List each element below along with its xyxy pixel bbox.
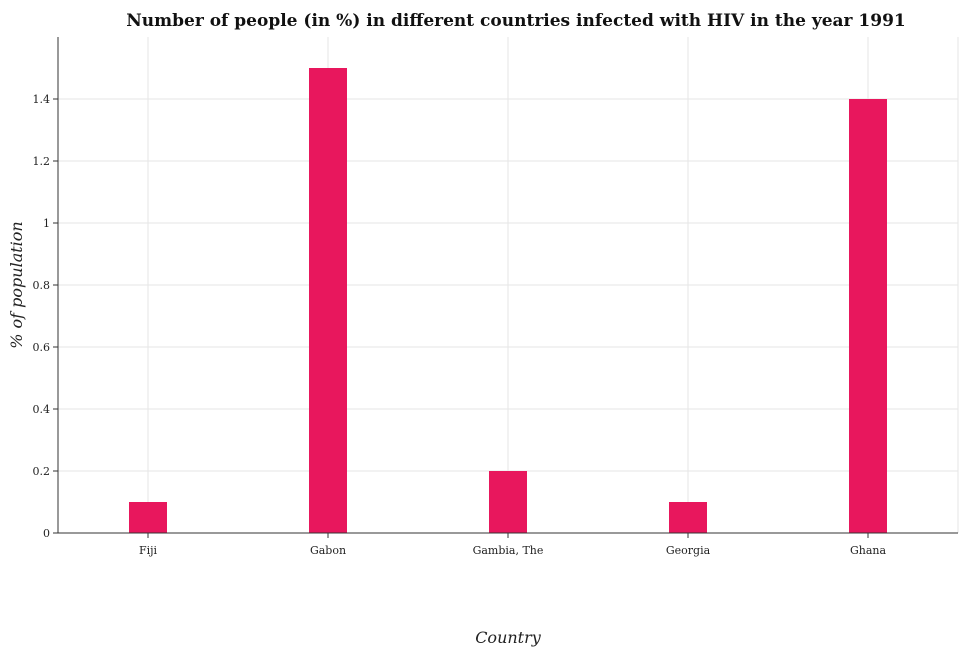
y-tick-label: 0.6 xyxy=(33,341,51,354)
x-tick-label: Ghana xyxy=(850,544,887,557)
grid xyxy=(58,37,959,534)
bar xyxy=(489,471,527,533)
y-tick-label: 1.4 xyxy=(33,93,51,106)
y-axis-label: % of population xyxy=(7,221,26,349)
x-tick-label: Gambia, The xyxy=(473,544,544,557)
bar xyxy=(669,502,707,533)
x-ticks: Fiji Gabon Gambia, The Georgia Ghana xyxy=(139,533,887,557)
bar xyxy=(129,502,167,533)
x-tick-label: Fiji xyxy=(139,544,158,557)
x-tick-label: Gabon xyxy=(310,544,346,557)
x-axis-label: Country xyxy=(475,628,542,647)
y-ticks: 0 0.2 0.4 0.6 0.8 1 1.2 1.4 xyxy=(33,93,58,540)
bars xyxy=(129,68,887,533)
y-tick-label: 1 xyxy=(43,217,50,230)
y-tick-label: 0.4 xyxy=(33,403,51,416)
y-tick-label: 0.2 xyxy=(33,465,51,478)
y-tick-label: 0.8 xyxy=(33,279,51,292)
y-tick-label: 1.2 xyxy=(33,155,51,168)
y-tick-label: 0 xyxy=(43,527,50,540)
chart-title: Number of people (in %) in different cou… xyxy=(126,11,906,31)
x-tick-label: Georgia xyxy=(666,544,711,557)
bar xyxy=(309,68,347,533)
bar xyxy=(849,99,887,533)
